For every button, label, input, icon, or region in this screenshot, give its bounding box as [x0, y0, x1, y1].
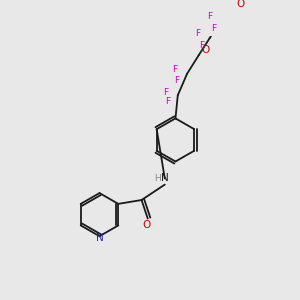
Text: F: F	[195, 29, 200, 38]
Text: N: N	[161, 173, 169, 184]
Text: F: F	[174, 76, 180, 85]
Text: N: N	[96, 233, 104, 243]
Text: O: O	[202, 45, 210, 55]
Text: F: F	[172, 65, 177, 74]
Text: F: F	[199, 41, 204, 50]
Text: H: H	[154, 174, 160, 183]
Text: F: F	[165, 97, 170, 106]
Text: F: F	[211, 24, 216, 33]
Text: O: O	[143, 220, 151, 230]
Text: O: O	[236, 0, 245, 9]
Text: F: F	[207, 12, 212, 21]
Text: F: F	[163, 88, 168, 98]
